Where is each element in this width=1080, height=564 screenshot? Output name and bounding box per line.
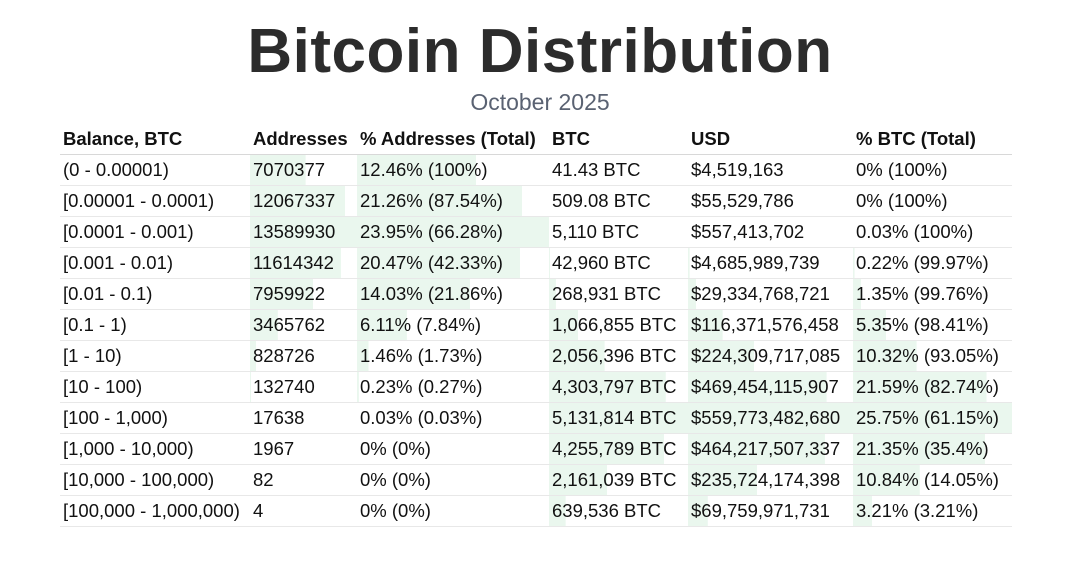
cell-balance: [0.1 - 1) xyxy=(60,309,250,341)
cell-addresses: 4 xyxy=(250,495,357,527)
cell-btc: 2,056,396 BTC xyxy=(549,340,688,372)
cell-usd: $69,759,971,731 xyxy=(688,495,853,527)
cell-addresses: 13589930 xyxy=(250,216,357,248)
cell-pct-btc: 25.75% (61.15%) xyxy=(853,402,1012,434)
cell-pct-addresses: 12.46% (100%) xyxy=(357,154,549,186)
table-row: [0.00001 - 0.0001) 12067337 21.26% (87.54%… xyxy=(60,185,1012,217)
table-row: [0.01 - 0.1) 7959922 14.03% (21.86%) 268,93… xyxy=(60,278,1012,310)
cell-btc: 4,255,789 BTC xyxy=(549,433,688,465)
cell-pct-addresses: 21.26% (87.54%) xyxy=(357,185,549,217)
cell-pct-btc: 10.32% (93.05%) xyxy=(853,340,1012,372)
cell-balance: [1 - 10) xyxy=(60,340,250,372)
distribution-table: Balance, BTC Addresses % Addresses (Tota… xyxy=(60,123,1012,527)
cell-usd: $559,773,482,680 xyxy=(688,402,853,434)
cell-btc: 4,303,797 BTC xyxy=(549,371,688,403)
cell-addresses: 82 xyxy=(250,464,357,496)
page-subtitle: October 2025 xyxy=(470,89,610,115)
cell-balance: [100,000 - 1,000,000) xyxy=(60,495,250,527)
cell-pct-btc: 21.35% (35.4%) xyxy=(853,433,1012,465)
table-row: [0.1 - 1) 3465762 6.11% (7.84%) 1,066,855 B… xyxy=(60,309,1012,341)
cell-usd: $4,519,163 xyxy=(688,154,853,186)
cell-pct-btc: 0.22% (99.97%) xyxy=(853,247,1012,279)
cell-balance: (0 - 0.00001) xyxy=(60,154,250,186)
cell-btc: 268,931 BTC xyxy=(549,278,688,310)
cell-addresses: 7959922 xyxy=(250,278,357,310)
cell-pct-btc: 0.03% (100%) xyxy=(853,216,1012,248)
cell-pct-btc: 0% (100%) xyxy=(853,185,1012,217)
cell-addresses: 7070377 xyxy=(250,154,357,186)
cell-pct-btc: 5.35% (98.41%) xyxy=(853,309,1012,341)
table-row: (0 - 0.00001) 7070377 12.46% (100%) 41.43 B… xyxy=(60,154,1012,186)
cell-btc: 639,536 BTC xyxy=(549,495,688,527)
cell-usd: $469,454,115,907 xyxy=(688,371,853,403)
table-row: [1 - 10) 828726 1.46% (1.73%) 2,056,396 BTC… xyxy=(60,340,1012,372)
cell-balance: [0.01 - 0.1) xyxy=(60,278,250,310)
table-row: [0.001 - 0.01) 11614342 20.47% (42.33%) 42,… xyxy=(60,247,1012,279)
cell-addresses: 3465762 xyxy=(250,309,357,341)
header-pct-btc: % BTC (Total) xyxy=(853,123,1012,155)
cell-btc: 5,110 BTC xyxy=(549,216,688,248)
header-balance: Balance, BTC xyxy=(60,123,250,155)
cell-addresses: 12067337 xyxy=(250,185,357,217)
cell-usd: $116,371,576,458 xyxy=(688,309,853,341)
cell-pct-addresses: 20.47% (42.33%) xyxy=(357,247,549,279)
cell-pct-btc: 1.35% (99.76%) xyxy=(853,278,1012,310)
header-addresses: Addresses xyxy=(250,123,357,155)
header-btc: BTC xyxy=(549,123,688,155)
table-header-row: Balance, BTC Addresses % Addresses (Tota… xyxy=(60,123,1012,155)
cell-addresses: 1967 xyxy=(250,433,357,465)
cell-btc: 1,066,855 BTC xyxy=(549,309,688,341)
table-row: [10 - 100) 132740 0.23% (0.27%) 4,303,797 B… xyxy=(60,371,1012,403)
table-row: [100 - 1,000) 17638 0.03% (0.03%) 5,131,814… xyxy=(60,402,1012,434)
cell-usd: $235,724,174,398 xyxy=(688,464,853,496)
page-title: Bitcoin Distribution xyxy=(247,17,833,86)
cell-pct-addresses: 0.23% (0.27%) xyxy=(357,371,549,403)
cell-pct-addresses: 0.03% (0.03%) xyxy=(357,402,549,434)
cell-usd: $557,413,702 xyxy=(688,216,853,248)
cell-btc: 42,960 BTC xyxy=(549,247,688,279)
table-row: [100,000 - 1,000,000) 4 0% (0%) 639,536 BTC… xyxy=(60,495,1012,527)
cell-balance: [100 - 1,000) xyxy=(60,402,250,434)
cell-addresses: 828726 xyxy=(250,340,357,372)
cell-pct-addresses: 1.46% (1.73%) xyxy=(357,340,549,372)
cell-btc: 41.43 BTC xyxy=(549,154,688,186)
cell-pct-addresses: 14.03% (21.86%) xyxy=(357,278,549,310)
cell-pct-addresses: 0% (0%) xyxy=(357,495,549,527)
cell-pct-addresses: 23.95% (66.28%) xyxy=(357,216,549,248)
cell-pct-btc: 0% (100%) xyxy=(853,154,1012,186)
header-usd: USD xyxy=(688,123,853,155)
cell-btc: 509.08 BTC xyxy=(549,185,688,217)
cell-usd: $55,529,786 xyxy=(688,185,853,217)
cell-pct-btc: 10.84% (14.05%) xyxy=(853,464,1012,496)
cell-balance: [10,000 - 100,000) xyxy=(60,464,250,496)
cell-addresses: 17638 xyxy=(250,402,357,434)
cell-usd: $464,217,507,337 xyxy=(688,433,853,465)
cell-pct-addresses: 0% (0%) xyxy=(357,464,549,496)
cell-btc: 5,131,814 BTC xyxy=(549,402,688,434)
cell-balance: [10 - 100) xyxy=(60,371,250,403)
table-row: [0.0001 - 0.001) 13589930 23.95% (66.28%) 5… xyxy=(60,216,1012,248)
cell-pct-addresses: 0% (0%) xyxy=(357,433,549,465)
cell-usd: $29,334,768,721 xyxy=(688,278,853,310)
cell-usd: $224,309,717,085 xyxy=(688,340,853,372)
table-row: [10,000 - 100,000) 82 0% (0%) 2,161,039 BTC… xyxy=(60,464,1012,496)
cell-addresses: 132740 xyxy=(250,371,357,403)
cell-balance: [1,000 - 10,000) xyxy=(60,433,250,465)
cell-pct-addresses: 6.11% (7.84%) xyxy=(357,309,549,341)
cell-addresses: 11614342 xyxy=(250,247,357,279)
cell-balance: [0.001 - 0.01) xyxy=(60,247,250,279)
cell-balance: [0.00001 - 0.0001) xyxy=(60,185,250,217)
header-pct-addresses: % Addresses (Total) xyxy=(357,123,549,155)
cell-btc: 2,161,039 BTC xyxy=(549,464,688,496)
table-body: (0 - 0.00001) 7070377 12.46% (100%) 41.43 B… xyxy=(60,154,1012,527)
cell-pct-btc: 3.21% (3.21%) xyxy=(853,495,1012,527)
cell-usd: $4,685,989,739 xyxy=(688,247,853,279)
table-row: [1,000 - 10,000) 1967 0% (0%) 4,255,789 BTC… xyxy=(60,433,1012,465)
cell-pct-btc: 21.59% (82.74%) xyxy=(853,371,1012,403)
cell-balance: [0.0001 - 0.001) xyxy=(60,216,250,248)
